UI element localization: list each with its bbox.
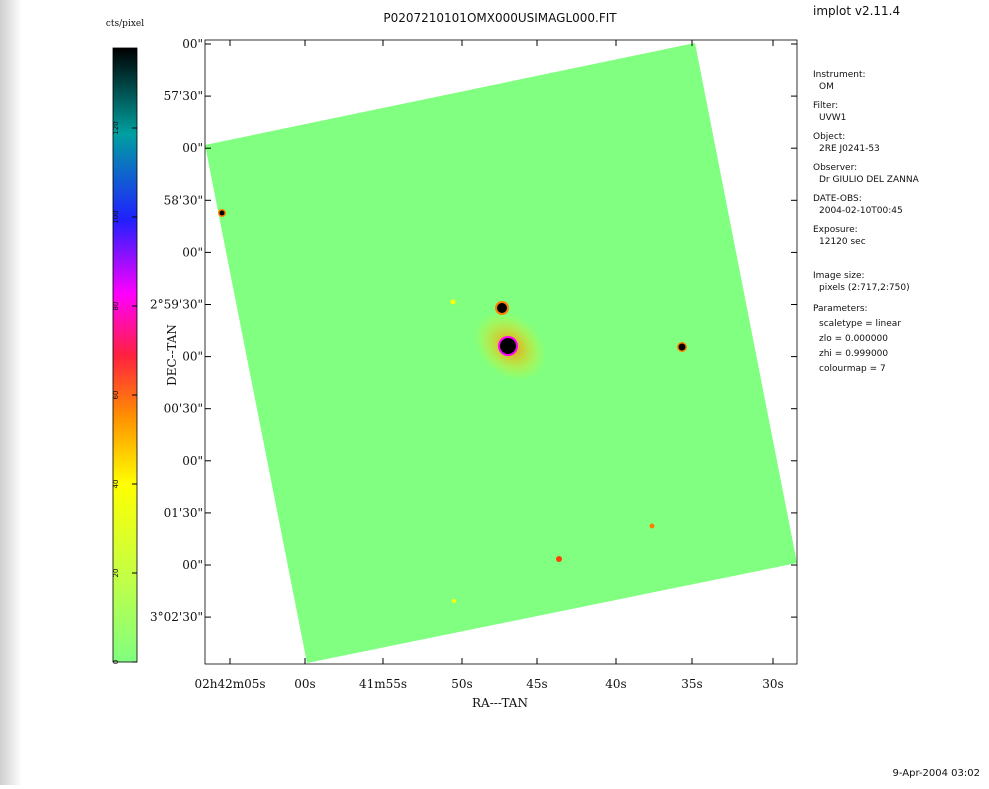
y-tick-label: 00" (182, 558, 203, 572)
y-tick-label: 01'30" (164, 506, 203, 520)
star (500, 338, 516, 354)
parameter: zlo = 0.000000 (819, 334, 888, 344)
star (556, 556, 562, 562)
info-value: pixels (2:717,2:750) (819, 283, 910, 293)
timestamp: 9-Apr-2004 03:02 (893, 768, 980, 779)
colorbar-tick-label: 20 (112, 569, 120, 578)
star (650, 524, 655, 529)
x-tick-label: 45s (526, 677, 547, 691)
info-key: Object: (813, 132, 845, 142)
info-key: Exposure: (813, 225, 858, 235)
page: P0207210101OMX000USIMAGL000.FIT implot v… (0, 0, 989, 785)
info-value: 2RE J0241-53 (819, 144, 880, 154)
info-value: Dr GIULIO DEL ZANNA (819, 175, 920, 185)
colorbar-tick-label: 60 (112, 391, 120, 400)
colorbar-tick-label: 40 (112, 480, 120, 489)
colorbar-label: cts/pixel (106, 19, 144, 29)
colorbar-tick-label: 100 (112, 210, 120, 223)
x-tick-label: 40s (605, 677, 626, 691)
star (220, 211, 225, 216)
info-key: Instrument: (813, 70, 866, 80)
info-value: 12120 sec (819, 237, 866, 247)
x-tick-label: 00s (294, 677, 315, 691)
info-key: Observer: (813, 163, 857, 173)
y-tick-label: 00" (182, 350, 203, 364)
parameter: scaletype = linear (819, 319, 901, 329)
parameter: zhi = 0.999000 (819, 349, 888, 359)
star (452, 599, 456, 603)
window-edge (0, 0, 22, 785)
colorbar-tick-label: 0 (112, 660, 120, 664)
star (679, 344, 686, 351)
info-panel: Instrument: OM Filter: UVW1 Object: 2RE J0241… (813, 70, 920, 374)
y-tick-label: 57'30" (164, 89, 203, 103)
x-tick-label: 02h42m05s (194, 677, 265, 691)
y-tick-label: 00" (182, 141, 203, 155)
y-tick-label: 00" (182, 37, 203, 51)
info-key: Image size: (813, 271, 865, 281)
info-value: 2004-02-10T00:45 (819, 206, 903, 216)
star (451, 300, 456, 305)
implot-window: P0207210101OMX000USIMAGL000.FIT implot v… (0, 0, 989, 785)
x-tick-label: 41m55s (359, 677, 407, 691)
y-tick-label: 3°02'30" (150, 610, 203, 624)
star (497, 303, 507, 313)
y-tick-label: 58'30" (164, 193, 203, 207)
y-tick-label: 00'30" (164, 402, 203, 416)
info-value: UVW1 (819, 113, 846, 123)
x-tick-label: 50s (451, 677, 472, 691)
info-key: Filter: (813, 101, 838, 111)
y-tick-label: 00" (182, 245, 203, 259)
version: implot v2.11.4 (813, 4, 900, 18)
y-axis-label: DEC--TAN (165, 324, 179, 386)
parameter: colourmap = 7 (819, 364, 886, 374)
plot-title: P0207210101OMX000USIMAGL000.FIT (383, 11, 617, 25)
x-tick-label: 35s (681, 677, 702, 691)
x-axis-label: RA---TAN (472, 696, 528, 710)
x-tick-label: 30s (762, 677, 783, 691)
info-key: DATE-OBS: (813, 194, 862, 204)
info-value: OM (819, 82, 834, 92)
colorbar-tick-label: 80 (112, 302, 120, 311)
y-tick-label: 00" (182, 454, 203, 468)
parameters-heading: Parameters: (813, 304, 868, 314)
y-tick-label: 2°59'30" (150, 298, 203, 312)
colorbar-tick-label: 120 (112, 121, 120, 134)
